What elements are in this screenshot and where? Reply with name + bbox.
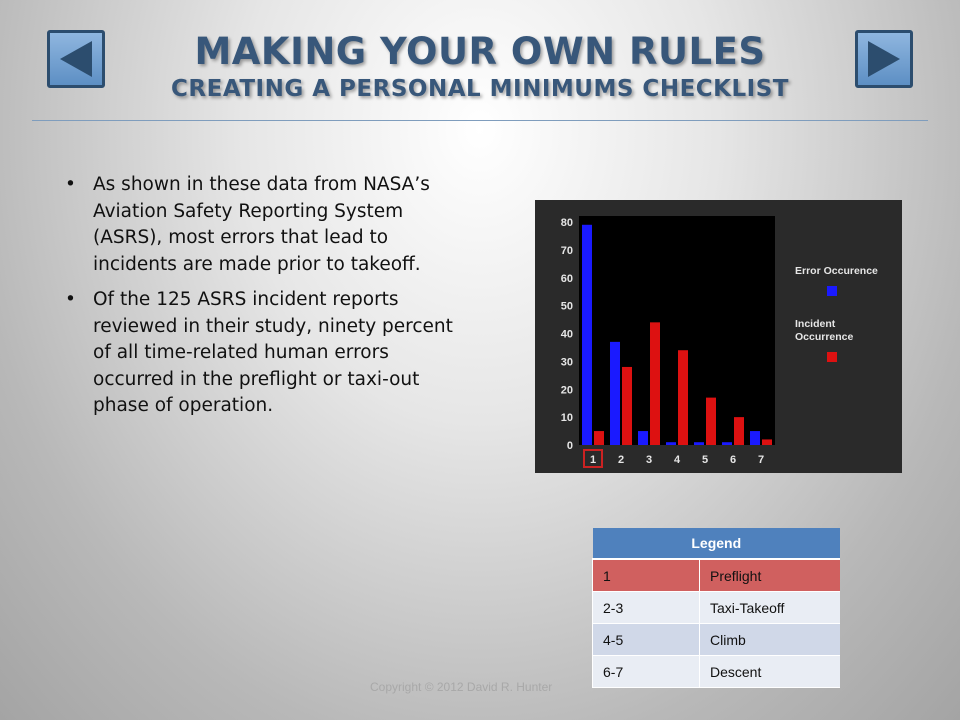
y-tick-label: 70 <box>561 245 573 257</box>
bar-incident-1 <box>594 431 604 445</box>
highlight-box <box>583 449 603 468</box>
y-tick-label: 0 <box>567 440 573 452</box>
phase-code: 2-3 <box>592 591 700 624</box>
title-divider <box>32 120 928 121</box>
phase-code: 1 <box>592 559 700 592</box>
legend-swatch-error <box>827 286 837 296</box>
bar-error-5 <box>694 442 704 445</box>
bar-error-2 <box>610 341 620 445</box>
bar-incident-7 <box>762 439 772 445</box>
x-tick-label: 4 <box>674 454 681 466</box>
y-tick-label: 60 <box>561 273 573 285</box>
bullet-item: As shown in these data from NASA’s Aviat… <box>65 172 465 278</box>
y-tick-label: 20 <box>561 384 573 396</box>
bar-error-4 <box>666 442 676 445</box>
plot-area <box>579 216 775 445</box>
phase-name: Climb <box>699 623 840 656</box>
y-tick-label: 30 <box>561 356 573 368</box>
phase-code: 6-7 <box>592 655 700 688</box>
chart-canvas: 0 10 20 30 40 50 60 70 80 1 2 3 4 5 6 7 Error Occurence I… <box>561 216 878 468</box>
y-tick-label: 40 <box>561 329 573 341</box>
right-arrow-icon <box>868 41 900 77</box>
phase-legend-table: Legend 1 Preflight 2-3 Taxi-Takeoff 4-5 … <box>592 528 840 688</box>
table-row: 4-5 Climb <box>592 623 840 656</box>
phase-code: 4-5 <box>592 623 700 656</box>
slide-title: MAKING YOUR OWN RULES <box>194 30 766 73</box>
x-tick-label: 7 <box>758 454 764 466</box>
bar-incident-6 <box>734 417 744 445</box>
x-tick-label: 5 <box>702 454 708 466</box>
legend-entry-incident: Incident Occurrence <box>795 318 854 343</box>
legend-header: Legend <box>592 528 840 560</box>
bar-error-6 <box>722 442 732 445</box>
y-tick-label: 50 <box>561 301 573 313</box>
phase-name: Taxi-Takeoff <box>699 591 840 624</box>
legend-swatch-incident <box>827 352 837 362</box>
bar-incident-4 <box>678 350 688 445</box>
bar-incident-3 <box>650 322 660 445</box>
bar-chart: 0 10 20 30 40 50 60 70 80 1 2 3 4 5 6 7 Error Occurence I… <box>535 200 902 473</box>
phase-name: Preflight <box>699 559 840 592</box>
legend-entry-error: Error Occurence <box>795 265 878 277</box>
table-row: 2-3 Taxi-Takeoff <box>592 591 840 624</box>
phase-name: Descent <box>699 655 840 688</box>
bullet-list: As shown in these data from NASA’s Aviat… <box>65 172 465 429</box>
table-row: 1 Preflight <box>592 559 840 592</box>
bar-incident-5 <box>706 397 716 445</box>
left-arrow-icon <box>60 41 92 77</box>
y-tick-label: 80 <box>561 217 573 229</box>
bar-error-7 <box>750 431 760 445</box>
next-slide-button[interactable] <box>855 30 913 88</box>
slide-subtitle: CREATING A PERSONAL MINIMUMS CHECKLIST <box>171 76 789 102</box>
bar-error-1 <box>582 224 592 445</box>
bullet-item: Of the 125 ASRS incident reports reviewe… <box>65 287 465 420</box>
previous-slide-button[interactable] <box>47 30 105 88</box>
bar-error-3 <box>638 431 648 445</box>
bar-incident-2 <box>622 366 632 445</box>
table-row: 6-7 Descent <box>592 655 840 688</box>
x-tick-label: 6 <box>730 454 736 466</box>
copyright-text: Copyright © 2012 David R. Hunter <box>370 680 553 694</box>
x-tick-label: 2 <box>618 454 624 466</box>
x-tick-label: 1 <box>590 454 596 466</box>
y-tick-label: 10 <box>561 412 573 424</box>
x-tick-label: 3 <box>646 454 652 466</box>
